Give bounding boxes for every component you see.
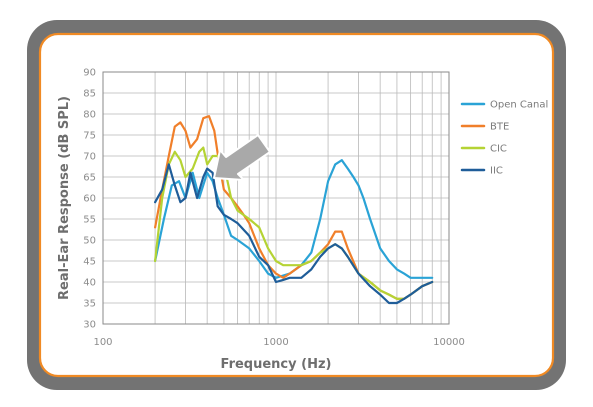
x-axis-title: Frequency (Hz) <box>221 357 332 372</box>
series-line-cic <box>154 146 434 300</box>
plot-area-border <box>102 71 450 325</box>
y-tick-label: 30 <box>83 320 96 331</box>
chart-card <box>38 32 555 378</box>
legend: Open Canal BTE CIC IIC <box>460 100 548 177</box>
grid <box>102 71 449 325</box>
series-line-iic <box>154 163 434 305</box>
y-tick-label: 75 <box>83 131 96 142</box>
y-tick-label: 90 <box>83 68 96 79</box>
legend-label-open-canal: Open Canal <box>490 100 548 111</box>
x-tick-label: 100 <box>93 337 112 348</box>
y-tick-label: 60 <box>83 194 96 205</box>
x-tick-label: 1000 <box>263 337 288 348</box>
y-axis-ticks: 30 35 40 45 50 55 60 65 70 75 80 85 90 <box>83 68 96 331</box>
y-tick-label: 70 <box>83 152 96 163</box>
x-tick-label: 10000 <box>433 337 465 348</box>
y-tick-label: 80 <box>83 110 96 121</box>
y-tick-label: 55 <box>83 215 96 226</box>
annotation-arrow <box>213 134 271 181</box>
y-tick-label: 45 <box>83 257 96 268</box>
y-tick-label: 65 <box>83 173 96 184</box>
y-axis-title: Real-Ear Response (dB SPL) <box>57 96 72 300</box>
y-tick-label: 40 <box>83 278 96 289</box>
legend-label-cic: CIC <box>490 144 507 155</box>
y-tick-label: 85 <box>83 89 96 100</box>
y-tick-label: 35 <box>83 299 96 310</box>
legend-label-iic: IIC <box>490 166 503 177</box>
legend-label-bte: BTE <box>490 122 509 133</box>
x-axis-ticks: 100 1000 10000 <box>93 337 464 348</box>
y-tick-label: 50 <box>83 236 96 247</box>
series-lines <box>154 114 434 305</box>
